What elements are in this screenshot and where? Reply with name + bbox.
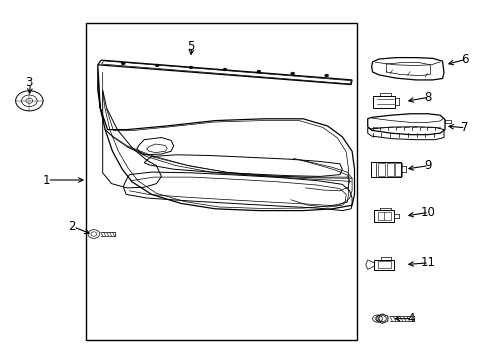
Bar xyxy=(377,212,390,220)
Text: 9: 9 xyxy=(423,159,431,172)
Bar xyxy=(370,162,400,177)
Bar xyxy=(394,163,401,176)
Bar xyxy=(377,163,384,176)
Bar xyxy=(373,210,393,222)
Circle shape xyxy=(223,68,226,71)
Text: 5: 5 xyxy=(186,40,194,53)
Circle shape xyxy=(189,66,193,69)
Text: 1: 1 xyxy=(42,174,50,186)
Bar xyxy=(377,261,390,268)
Bar xyxy=(372,96,394,108)
Bar xyxy=(386,163,393,176)
Bar xyxy=(380,93,390,96)
Circle shape xyxy=(290,72,294,75)
Bar xyxy=(85,23,356,340)
Circle shape xyxy=(155,64,159,67)
Text: 4: 4 xyxy=(406,312,414,325)
Circle shape xyxy=(256,70,260,73)
Text: 11: 11 xyxy=(420,256,434,269)
Text: 2: 2 xyxy=(68,220,76,233)
Circle shape xyxy=(121,62,125,65)
Text: 6: 6 xyxy=(460,53,468,66)
Text: 8: 8 xyxy=(423,91,431,104)
Circle shape xyxy=(324,74,328,77)
Text: 3: 3 xyxy=(25,76,33,89)
Bar xyxy=(373,260,393,270)
Text: 7: 7 xyxy=(460,121,468,134)
Text: 10: 10 xyxy=(420,206,434,219)
